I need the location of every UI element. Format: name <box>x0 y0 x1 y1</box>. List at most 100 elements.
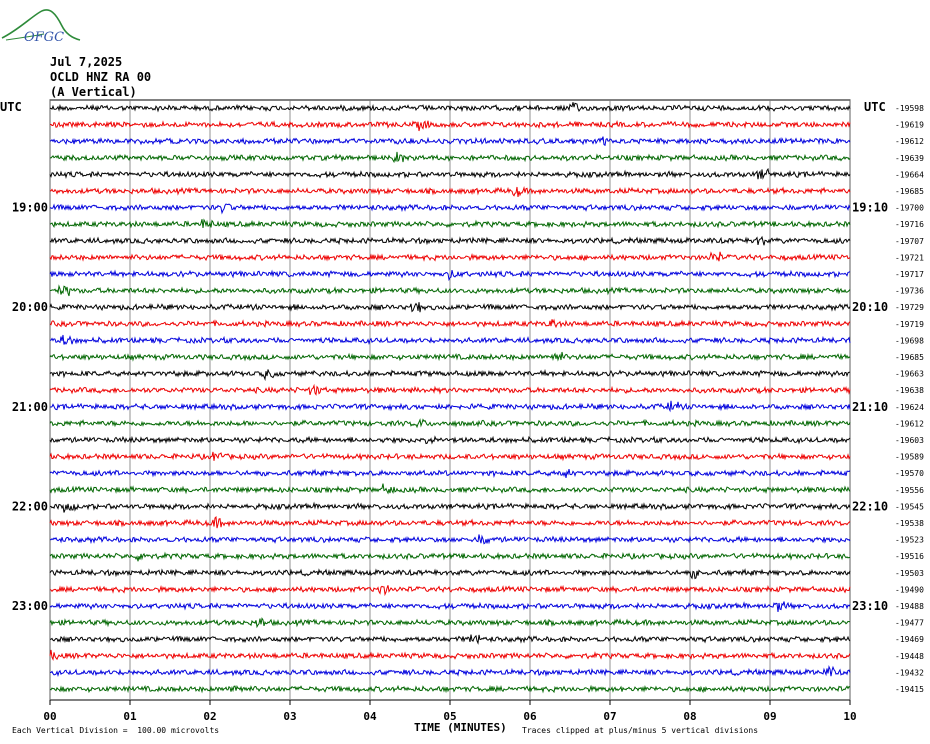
trace-offset-label: -19729 <box>895 303 924 312</box>
left-time-label: 22:00 <box>12 499 48 513</box>
trace-offset-label: -19469 <box>895 635 924 644</box>
trace-offset-label: -19624 <box>895 403 924 412</box>
trace-offset-label: -19721 <box>895 253 924 262</box>
x-tick-label: 10 <box>843 710 856 723</box>
trace-offset-label: -19545 <box>895 502 924 511</box>
left-axis-label: UTC <box>0 100 22 114</box>
x-tick-label: 03 <box>283 710 296 723</box>
axis-labels: 00 01 02 03 04 05 06 07 08 09 10 -19598 -19619 -19612… <box>0 100 924 723</box>
seismic-trace <box>49 235 851 246</box>
seismic-trace <box>49 649 851 662</box>
right-time-label: 21:10 <box>852 400 888 414</box>
seismic-trace <box>49 383 851 396</box>
x-tick-label: 02 <box>203 710 216 723</box>
x-tick-label: 00 <box>43 710 56 723</box>
trace-offset-label: -19685 <box>895 353 924 362</box>
grid-lines <box>49 99 851 705</box>
trace-offset-label: -19664 <box>895 170 924 179</box>
seismic-trace <box>49 468 851 478</box>
seismic-trace <box>49 251 851 262</box>
trace-offset-label: -19736 <box>895 287 924 296</box>
trace-offset-label: -19556 <box>895 486 924 495</box>
trace-offset-label: -19538 <box>895 519 924 528</box>
seismic-trace <box>49 119 851 132</box>
x-tick-label: 06 <box>523 710 537 723</box>
seismic-trace <box>49 483 851 495</box>
right-time-label: 22:10 <box>852 499 888 513</box>
x-tick-label: 08 <box>683 710 696 723</box>
seismic-trace <box>49 534 851 545</box>
trace-offset-label: -19490 <box>895 585 924 594</box>
x-axis-title: TIME (MINUTES) <box>414 721 507 734</box>
trace-offset-label: -19415 <box>895 685 924 694</box>
x-tick-label: 07 <box>603 710 616 723</box>
trace-offset-label: -19612 <box>895 419 924 428</box>
right-time-label: 23:10 <box>852 599 888 613</box>
x-tick-label: 04 <box>363 710 377 723</box>
seismic-trace <box>49 516 851 529</box>
seismic-trace <box>49 185 851 197</box>
seismic-trace <box>49 136 851 147</box>
right-axis-label: UTC <box>864 100 886 114</box>
left-time-label: 23:00 <box>12 599 48 613</box>
x-tick-label: 01 <box>123 710 137 723</box>
seismic-trace <box>50 634 851 645</box>
seismic-trace <box>49 368 850 382</box>
left-time-label: 19:00 <box>12 201 48 215</box>
trace-offset-label: -19619 <box>895 121 924 130</box>
trace-offset-label: -19589 <box>895 453 924 462</box>
trace-offset-label: -19663 <box>895 370 924 379</box>
x-tick-label: 05 <box>443 710 456 723</box>
seismic-trace <box>49 451 851 462</box>
trace-offset-label: -19717 <box>895 270 924 279</box>
left-time-label: 21:00 <box>12 400 48 414</box>
x-tick-label: 09 <box>763 710 776 723</box>
seismic-trace <box>50 501 851 513</box>
seismic-trace <box>49 601 851 612</box>
seismic-trace <box>49 551 851 562</box>
trace-offset-label: -19685 <box>895 187 924 196</box>
trace-offset-label: -19603 <box>895 436 924 445</box>
seismic-trace <box>49 218 851 229</box>
right-time-label: 20:10 <box>852 300 888 314</box>
trace-offset-label: -19612 <box>895 137 924 146</box>
left-time-label: 20:00 <box>12 300 48 314</box>
ofgc-logo: OFGC <box>1 9 81 45</box>
traces <box>49 102 851 694</box>
seismic-trace <box>49 284 851 297</box>
date-label: Jul 7,2025 <box>50 55 123 69</box>
trace-offset-label: -19707 <box>895 237 924 246</box>
seismic-trace <box>49 151 851 164</box>
trace-offset-label: -19716 <box>895 220 924 229</box>
trace-offset-label: -19477 <box>895 619 924 628</box>
seismic-trace <box>49 351 851 362</box>
trace-offset-label: -19598 <box>895 104 924 113</box>
seismic-trace <box>49 302 851 313</box>
seismic-trace <box>49 102 851 113</box>
trace-offset-label: -19488 <box>895 602 924 611</box>
scale-note: Each Vertical Division = 100.00 microvol… <box>12 726 220 735</box>
seismic-trace <box>49 269 851 282</box>
trace-offset-label: -19570 <box>895 469 924 478</box>
seismic-trace <box>49 203 851 215</box>
component-label: (A Vertical) <box>50 85 137 99</box>
trace-offset-label: -19503 <box>895 569 924 578</box>
right-time-label: 19:10 <box>852 201 888 215</box>
trace-offset-label: -19432 <box>895 668 924 677</box>
trace-offset-label: -19700 <box>895 204 924 213</box>
seismic-trace <box>49 334 851 345</box>
seismic-trace <box>49 665 851 677</box>
station-label: OCLD HNZ RA 00 <box>50 70 152 84</box>
seismic-trace <box>49 568 851 580</box>
trace-offset-label: -19639 <box>895 154 924 163</box>
seismic-trace <box>49 584 851 597</box>
seismic-trace <box>49 167 851 180</box>
seismic-trace <box>49 400 851 413</box>
logo-text: OFGC <box>24 30 64 45</box>
trace-offset-label: -19516 <box>895 552 924 561</box>
seismic-trace <box>49 418 851 429</box>
trace-offset-label: -19523 <box>895 536 924 545</box>
trace-offset-label: -19638 <box>895 386 924 395</box>
seismic-trace <box>49 617 851 629</box>
